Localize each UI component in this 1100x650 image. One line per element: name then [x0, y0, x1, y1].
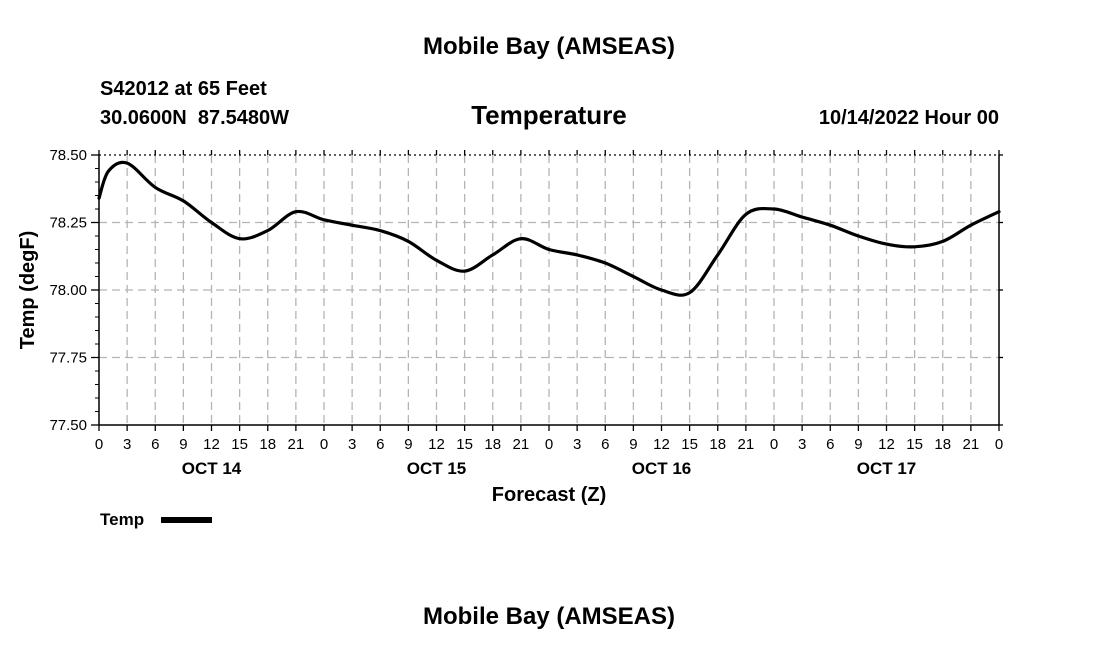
x-tick-label: 12: [878, 436, 895, 453]
coords-label: 30.0600N 87.5480W: [100, 107, 289, 129]
series-line-temp: [97, 160, 1001, 297]
series-group: [97, 160, 1001, 297]
x-tick-label: 15: [231, 436, 248, 453]
x-tick-label: 9: [179, 436, 187, 453]
x-tick-label: 18: [709, 436, 726, 453]
x-tick-label: 3: [573, 436, 581, 453]
y-tick-label: 78.00: [49, 282, 87, 299]
chart-title: Temperature: [471, 100, 627, 130]
day-labels: OCT 14 OCT 15 OCT 16 OCT 17: [182, 459, 917, 478]
x-tick-label: 6: [376, 436, 384, 453]
day-label: OCT 17: [857, 459, 917, 478]
x-tick-label: 21: [738, 436, 755, 453]
x-tick-label: 15: [456, 436, 473, 453]
x-tick-label: 6: [151, 436, 159, 453]
x-tick-label: 9: [404, 436, 412, 453]
day-label: OCT 14: [182, 459, 242, 478]
x-tick-label: 0: [320, 436, 328, 453]
y-tick-label: 78.50: [49, 147, 87, 164]
x-axis-ticks: 0 3 6 9 12 15 18 21 0 3 6 9 12 15 18 21 0 3 6 9 12 15 18 21 0 3 6 9…: [95, 150, 1003, 453]
legend-label: Temp: [100, 510, 144, 529]
x-tick-label: 0: [545, 436, 553, 453]
y-tick-label: 78.25: [49, 215, 87, 232]
x-tick-label: 0: [995, 436, 1003, 453]
x-tick-label: 3: [798, 436, 806, 453]
x-tick-label: 3: [348, 436, 356, 453]
x-tick-label: 21: [288, 436, 305, 453]
x-tick-label: 18: [259, 436, 276, 453]
x-tick-label: 3: [123, 436, 131, 453]
x-tick-label: 12: [428, 436, 445, 453]
title-top: Mobile Bay (AMSEAS): [423, 33, 675, 60]
x-tick-label: 21: [963, 436, 980, 453]
day-label: OCT 15: [407, 459, 467, 478]
title-bottom: Mobile Bay (AMSEAS): [423, 603, 675, 630]
y-tick-label: 77.75: [49, 350, 87, 367]
x-axis-title: Forecast (Z): [492, 484, 606, 506]
x-tick-label: 18: [484, 436, 501, 453]
grid: [99, 154, 999, 425]
x-tick-label: 6: [601, 436, 609, 453]
x-tick-label: 0: [95, 436, 103, 453]
y-axis-title: Temp (degF): [17, 231, 39, 350]
legend: Temp: [100, 510, 212, 529]
x-tick-label: 9: [629, 436, 637, 453]
y-axis-ticks: 77.50 77.75 78.00 78.25 78.50: [49, 147, 1003, 434]
x-tick-label: 12: [653, 436, 670, 453]
x-tick-label: 9: [854, 436, 862, 453]
datetime-label: 10/14/2022 Hour 00: [819, 107, 999, 129]
x-tick-label: 15: [906, 436, 923, 453]
y-tick-label: 77.50: [49, 417, 87, 434]
station-label: S42012 at 65 Feet: [100, 78, 267, 100]
x-tick-label: 6: [826, 436, 834, 453]
x-tick-label: 21: [513, 436, 530, 453]
x-tick-label: 15: [681, 436, 698, 453]
day-label: OCT 16: [632, 459, 692, 478]
x-tick-label: 0: [770, 436, 778, 453]
x-tick-label: 12: [203, 436, 220, 453]
x-tick-label: 18: [934, 436, 951, 453]
